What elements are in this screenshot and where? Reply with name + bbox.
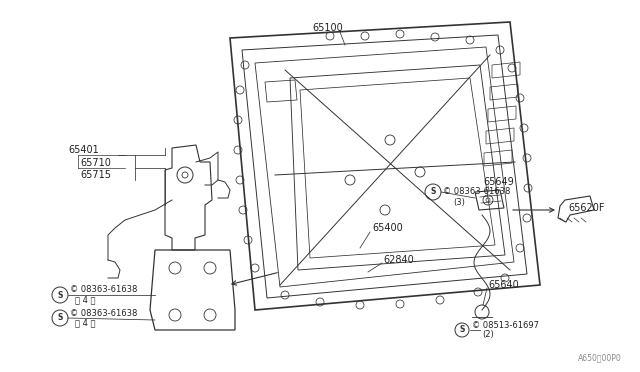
Text: S: S <box>58 291 63 299</box>
Text: 65620F: 65620F <box>568 203 605 213</box>
Text: 65649: 65649 <box>483 177 514 187</box>
Text: (2): (2) <box>482 330 493 340</box>
Text: 〈 4 〉: 〈 4 〉 <box>75 318 95 327</box>
Text: 65100: 65100 <box>312 23 343 33</box>
Text: S: S <box>58 314 63 323</box>
Text: 65715: 65715 <box>80 170 111 180</box>
Text: 〈 4 〉: 〈 4 〉 <box>75 295 95 305</box>
Text: © 08363-61638: © 08363-61638 <box>70 308 138 317</box>
Text: 65400: 65400 <box>372 223 403 233</box>
Text: S: S <box>460 326 465 334</box>
Text: A650　00P0: A650 00P0 <box>578 353 621 362</box>
Text: (3): (3) <box>453 199 465 208</box>
Text: © 08363-61638: © 08363-61638 <box>443 187 510 196</box>
Text: S: S <box>430 187 436 196</box>
Text: 62840: 62840 <box>383 255 413 265</box>
Text: 65640: 65640 <box>488 280 519 290</box>
Text: 65710: 65710 <box>80 158 111 168</box>
Text: 65401: 65401 <box>68 145 99 155</box>
Text: © 08363-61638: © 08363-61638 <box>70 285 138 295</box>
Text: © 08513-61697: © 08513-61697 <box>472 321 539 330</box>
